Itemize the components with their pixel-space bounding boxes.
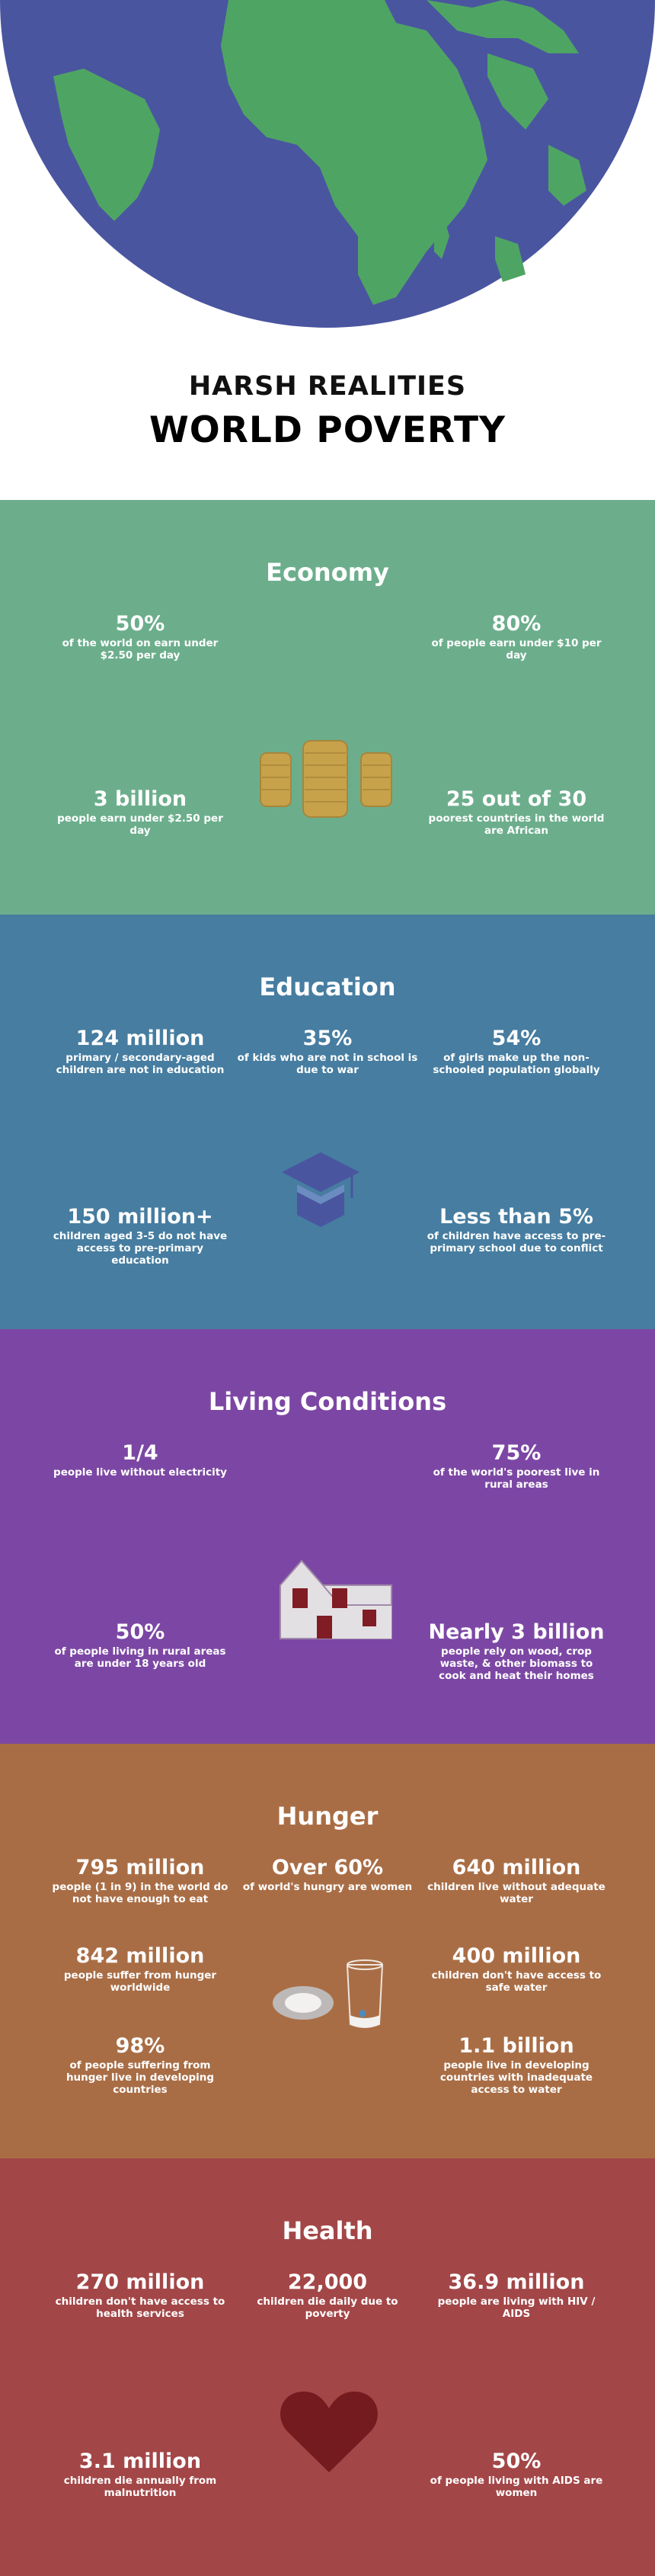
stat-description: children die annually from malnutrition (63, 2475, 217, 2499)
stat-description: of the world on earn under $2.50 per day (62, 637, 219, 662)
section-title-economy: Economy (266, 558, 389, 587)
stat-hunger-2: Over 60% of world's hungry are women (236, 1856, 419, 1894)
stat-description: people earn under $2.50 per day (57, 812, 223, 837)
coins-icon (260, 740, 392, 818)
section-title-education: Education (259, 972, 396, 1001)
glass-icon (346, 1959, 384, 2028)
stat-description: of world's hungry are women (242, 1881, 413, 1893)
section-title-health: Health (282, 2216, 373, 2245)
stat-description: primary / secondary-aged children are no… (56, 1052, 225, 1076)
section-title-hunger: Hunger (276, 1802, 379, 1831)
stat-description: of the world's poorest live in rural are… (433, 1466, 600, 1491)
stat-number: 1/4 (122, 1441, 158, 1465)
globe-icon (0, 0, 655, 328)
stat-number: 25 out of 30 (446, 787, 587, 811)
page-subtitle: HARSH REALITIES (188, 371, 467, 402)
stat-health-4: 3.1 million children die annually from m… (49, 2449, 232, 2500)
stat-description: people are living with HIV / AIDS (437, 2296, 596, 2320)
stat-number: 400 million (452, 1944, 581, 1968)
stat-education-2: 35% of kids who are not in school is due… (236, 1027, 419, 1077)
stat-number: 150 million+ (67, 1205, 213, 1229)
stat-number: 75% (491, 1441, 542, 1465)
section-economy: Economy 50% of the world on earn under $… (0, 500, 655, 915)
stat-hunger-1: 795 million people (1 in 9) in the world… (49, 1856, 232, 1906)
stat-description: of girls make up the non-schooled popula… (433, 1052, 600, 1076)
stat-living-4: Nearly 3 billion people rely on wood, cr… (425, 1620, 608, 1683)
stat-number: Over 60% (271, 1856, 384, 1879)
stat-description: of people suffering from hunger live in … (66, 2059, 215, 2096)
stat-number: 795 million (75, 1856, 205, 1879)
stat-health-1: 270 million children don't have access t… (49, 2270, 232, 2321)
stat-number: 3 billion (93, 787, 187, 811)
stat-hunger-7: 1.1 billion people live in developing co… (425, 2034, 608, 2097)
stat-description: children don't have access to safe water (431, 1969, 602, 1994)
stat-number: 50% (115, 612, 165, 636)
stat-number: 640 million (452, 1856, 581, 1879)
stat-economy-3: 3 billion people earn under $2.50 per da… (49, 787, 232, 838)
stat-education-3: 54% of girls make up the non-schooled po… (425, 1027, 608, 1077)
section-health: Health 270 million children don't have a… (0, 2158, 655, 2576)
section-hunger: Hunger 795 million people (1 in 9) in th… (0, 1744, 655, 2158)
stat-description: of kids who are not in school is due to … (237, 1052, 418, 1076)
stat-number: 35% (302, 1027, 353, 1050)
stat-hunger-6: 98% of people suffering from hunger live… (49, 2034, 232, 2097)
section-education: Education 124 million primary / secondar… (0, 915, 655, 1329)
heart-icon (280, 2392, 378, 2472)
stat-description: children live without adequate water (427, 1881, 605, 1905)
stat-description: children die daily due to poverty (257, 2296, 398, 2320)
stat-number: 270 million (75, 2270, 205, 2294)
stat-number: 54% (491, 1027, 542, 1050)
stat-number: 80% (491, 612, 542, 636)
stat-economy-2: 80% of people earn under $10 per day (425, 613, 608, 662)
stat-description: people live without electricity (53, 1466, 227, 1479)
stat-education-1: 124 million primary / secondary-aged chi… (49, 1027, 232, 1077)
stat-description: of children have access to pre-primary s… (427, 1230, 606, 1254)
stat-description: children don't have access to health ser… (55, 2296, 225, 2320)
stat-number: 124 million (75, 1027, 205, 1050)
stat-living-2: 75% of the world's poorest live in rural… (425, 1442, 608, 1491)
stat-economy-4: 25 out of 30 poorest countries in the wo… (425, 787, 608, 838)
stat-description: of people earn under $10 per day (431, 637, 602, 662)
stat-health-2: 22,000 children die daily due to poverty (236, 2270, 419, 2321)
stat-number: 22,000 (287, 2270, 368, 2294)
stat-hunger-3: 640 million children live without adequa… (425, 1856, 608, 1906)
stat-health-5: 50% of people living with AIDS are women (425, 2449, 608, 2500)
stat-description: poorest countries in the world are Afric… (428, 812, 605, 837)
stat-description: people (1 in 9) in the world do not have… (52, 1881, 228, 1905)
stat-number: 842 million (75, 1944, 205, 1968)
stat-description: people suffer from hunger worldwide (63, 1969, 217, 1994)
hero-header: HARSH REALITIES WORLD POVERTY (0, 0, 655, 500)
house-icon (280, 1559, 392, 1639)
stat-description: of people living in rural areas are unde… (54, 1645, 226, 1670)
stat-number: 50% (115, 1620, 165, 1644)
graduation-cap-icon (282, 1152, 359, 1227)
stat-living-3: 50% of people living in rural areas are … (49, 1620, 232, 1671)
stat-number: 36.9 million (448, 2270, 585, 2294)
page-title: WORLD POVERTY (149, 409, 506, 451)
stat-number: 3.1 million (78, 2449, 202, 2473)
stat-education-5: Less than 5% of children have access to … (425, 1205, 608, 1255)
stat-description: children aged 3-5 do not have access to … (53, 1230, 228, 1267)
stat-education-4: 150 million+ children aged 3-5 do not ha… (49, 1206, 232, 1267)
stat-number: 50% (491, 2449, 542, 2473)
stat-health-3: 36.9 million people are living with HIV … (425, 2270, 608, 2321)
stat-description: people rely on wood, crop waste, & other… (439, 1645, 594, 1682)
stat-hunger-4: 842 million people suffer from hunger wo… (49, 1945, 232, 1994)
stat-description: of people living with AIDS are women (430, 2475, 603, 2499)
stat-description: people live in developing countries with… (439, 2059, 593, 2096)
section-title-living: Living Conditions (208, 1387, 447, 1416)
stat-hunger-5: 400 million children don't have access t… (425, 1945, 608, 1994)
stat-living-1: 1/4 people live without electricity (49, 1442, 232, 1479)
plate-icon (273, 1986, 334, 2020)
section-living-conditions: Living Conditions 1/4 people live withou… (0, 1329, 655, 1744)
stat-number: 98% (115, 2034, 165, 2058)
stat-number: 1.1 billion (458, 2034, 574, 2058)
stat-number: Nearly 3 billion (428, 1620, 605, 1644)
stat-number: Less than 5% (439, 1205, 593, 1229)
stat-economy-1: 50% of the world on earn under $2.50 per… (49, 613, 232, 662)
